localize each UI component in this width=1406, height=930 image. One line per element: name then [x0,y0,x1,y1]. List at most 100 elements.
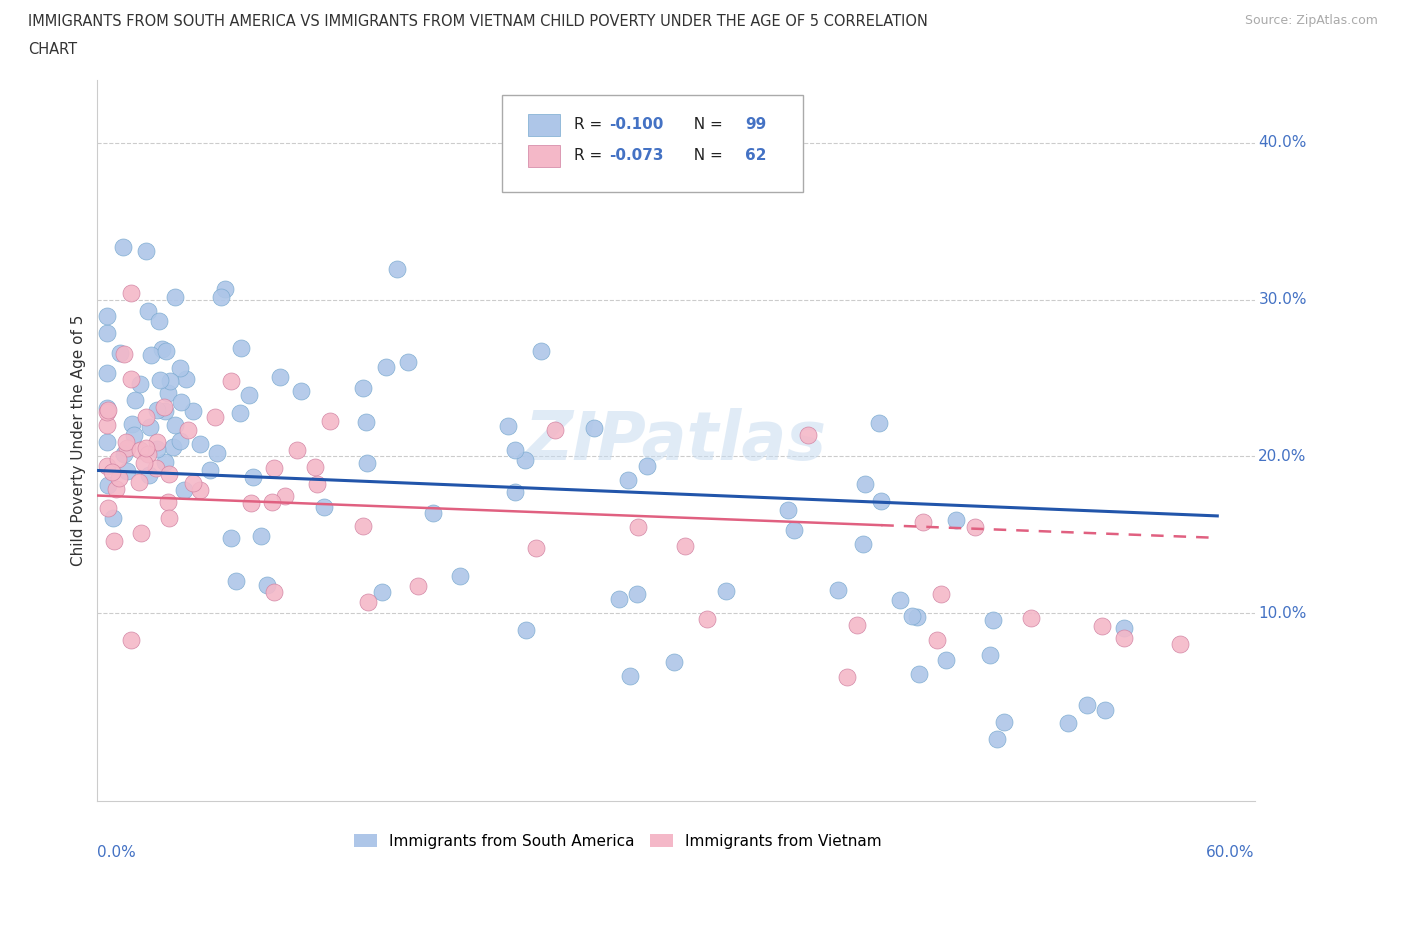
Point [112,346,135,361]
Point [636,458,658,473]
Point [128,442,150,457]
Point [870,494,893,509]
Point [269,369,291,384]
Point [256,578,278,592]
Point [449,568,471,583]
Point [607,591,630,606]
Point [305,477,328,492]
Point [1057,715,1080,730]
Point [153,404,176,418]
Point [371,585,394,600]
Point [846,618,869,632]
Point [177,423,200,438]
Point [986,731,1008,746]
Point [503,443,526,458]
Point [183,476,205,491]
Point [155,344,177,359]
Point [115,463,138,478]
Point [149,373,172,388]
Text: 10.0%: 10.0% [1258,605,1306,620]
Text: 62: 62 [745,148,766,164]
Y-axis label: Child Poverty Under the Age of 5: Child Poverty Under the Age of 5 [72,315,86,566]
Point [352,519,374,534]
Point [1019,611,1042,626]
Point [115,434,138,449]
Point [112,446,135,461]
Point [159,374,181,389]
Point [225,574,247,589]
Point [319,414,342,429]
Point [796,428,818,443]
Point [979,648,1001,663]
FancyBboxPatch shape [527,114,560,136]
Point [157,467,180,482]
Point [1168,636,1191,651]
Point [375,359,398,374]
Point [1094,702,1116,717]
Point [993,714,1015,729]
Point [169,433,191,448]
Point [108,471,131,485]
Point [136,446,159,461]
Point [662,654,685,669]
Point [139,348,162,363]
Point [135,243,157,258]
Text: R =: R = [574,148,607,164]
Point [97,403,120,418]
Point [145,460,167,475]
Point [263,585,285,600]
Point [285,443,308,458]
Point [219,374,242,389]
Point [352,380,374,395]
Point [582,420,605,435]
Point [165,418,187,432]
Point [716,584,738,599]
FancyBboxPatch shape [502,95,803,192]
Point [357,594,380,609]
Point [945,512,967,527]
Point [529,344,551,359]
Point [104,482,127,497]
Point [912,515,935,530]
Point [204,409,226,424]
Text: N =: N = [685,148,728,164]
Point [122,428,145,443]
Point [163,289,186,304]
Point [406,578,429,593]
Point [108,345,131,360]
Point [242,470,264,485]
Point [239,496,262,511]
Point [103,534,125,549]
Point [135,441,157,456]
Point [135,409,157,424]
Point [1091,618,1114,633]
Point [250,529,273,544]
Point [356,455,378,470]
Point [128,377,150,392]
Point [619,669,641,684]
Point [617,472,640,487]
Point [868,416,890,431]
Text: -0.100: -0.100 [609,117,664,132]
Point [907,609,929,624]
Text: CHART: CHART [28,42,77,57]
Point [627,520,650,535]
Point [907,667,929,682]
Point [97,477,120,492]
Point [111,240,134,255]
Point [148,313,170,328]
Point [97,500,120,515]
Point [422,506,444,521]
Point [963,519,986,534]
Point [274,489,297,504]
Point [219,530,242,545]
Point [385,261,408,276]
Point [935,653,957,668]
Point [513,452,536,467]
Text: 40.0%: 40.0% [1258,135,1306,151]
Point [96,459,118,474]
Point [851,537,873,551]
Point [132,456,155,471]
Point [181,404,204,418]
Text: 30.0%: 30.0% [1258,292,1306,307]
